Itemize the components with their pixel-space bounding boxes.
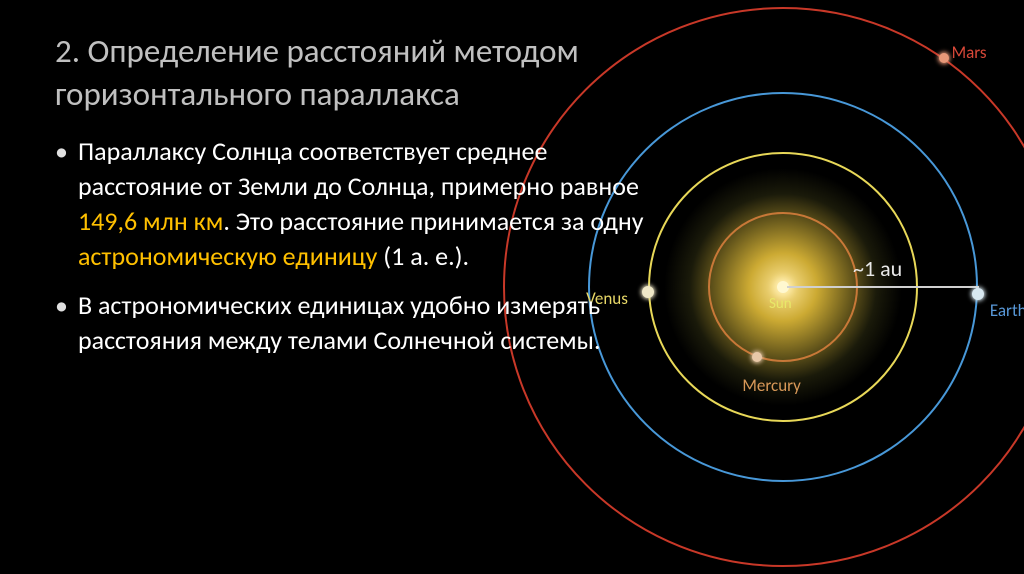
plain-text: . Это расстояние принимается за одну (223, 205, 643, 237)
plain-text: В астрономических единицах удобно измеря… (78, 289, 601, 356)
plain-text: Параллаксу Солнца соответствует среднее … (78, 135, 639, 202)
content-area: • Параллаксу Солнца соответствует средне… (55, 134, 645, 359)
slide-title: 2. Определение расстояний методом горизо… (55, 30, 755, 116)
slide: 2. Определение расстояний методом горизо… (0, 0, 1024, 574)
highlight-text: 149,6 млн км (78, 205, 223, 237)
bullet-marker: • (55, 288, 68, 358)
bullet-marker: • (55, 134, 68, 274)
bullet-item: • Параллаксу Солнца соответствует средне… (55, 134, 645, 274)
bullet-text-1: В астрономических единицах удобно измеря… (78, 288, 645, 358)
bullet-item: • В астрономических единицах удобно изме… (55, 288, 645, 358)
highlight-text: астрономическую единицу (78, 240, 377, 272)
plain-text: (1 а. е.). (377, 240, 469, 272)
bullet-text-0: Параллаксу Солнца соответствует среднее … (78, 134, 645, 274)
